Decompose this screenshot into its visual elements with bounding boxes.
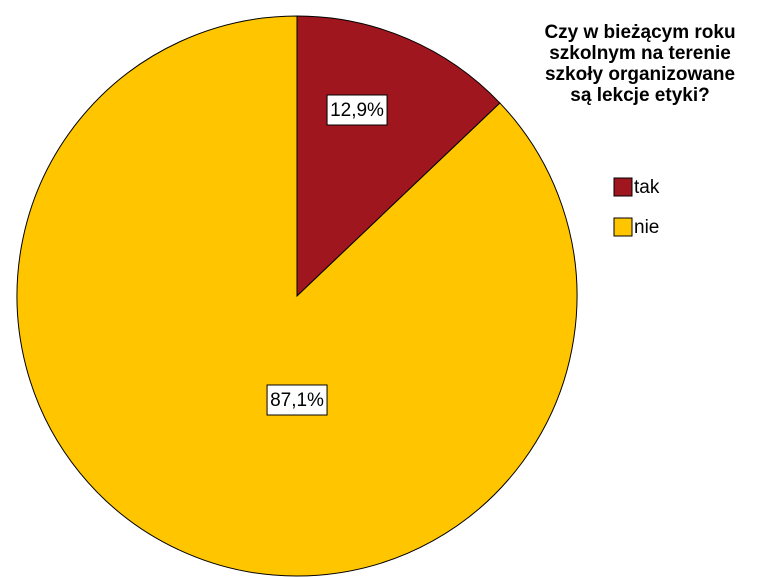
- legend-swatch: [613, 177, 633, 197]
- legend-label: tak: [634, 177, 660, 198]
- pie-slice: [296, 15, 501, 298]
- label-box: [326, 94, 388, 126]
- legend-title: Czy w bieżącym roku szkolnym na terenie …: [544, 22, 736, 106]
- data-label: 12,9%: [330, 100, 384, 121]
- label-box: [266, 384, 328, 416]
- data-label: 87,1%: [270, 390, 324, 411]
- legend-swatch: [613, 217, 633, 237]
- pie-slice: [16, 15, 578, 577]
- legend-label: nie: [634, 217, 659, 238]
